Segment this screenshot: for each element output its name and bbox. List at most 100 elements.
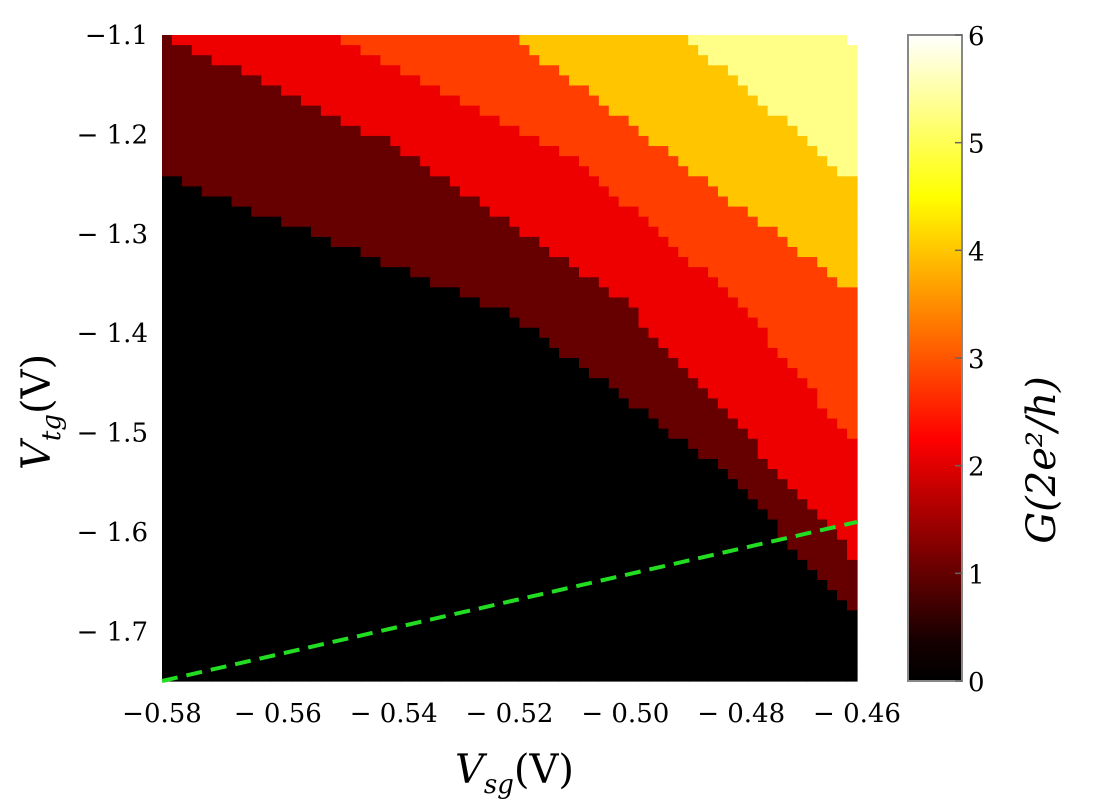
heatmap-cell — [380, 277, 391, 288]
heatmap-cell — [241, 65, 252, 76]
heatmap-cell — [479, 105, 491, 117]
heatmap-cell — [688, 610, 699, 622]
heatmap-cell — [668, 600, 679, 611]
heatmap-cell — [807, 146, 818, 157]
heatmap-cell — [688, 297, 699, 309]
heatmap-cell — [519, 479, 530, 490]
heatmap-cell — [529, 368, 540, 379]
heatmap-cell — [201, 590, 213, 601]
heatmap-cell — [588, 519, 600, 531]
heatmap-cell — [370, 55, 382, 66]
heatmap-cell — [549, 640, 560, 652]
heatmap-cell — [539, 176, 550, 187]
heatmap-cell — [469, 630, 481, 642]
heatmap-cell — [420, 135, 431, 147]
heatmap-cell — [201, 257, 213, 268]
heatmap-cell — [827, 378, 838, 389]
heatmap-cell — [291, 489, 302, 500]
heatmap-cell — [479, 267, 491, 278]
heatmap-cell — [191, 590, 203, 601]
heatmap-cell — [162, 327, 173, 339]
heatmap-cell — [529, 45, 540, 56]
heatmap-cell — [251, 317, 262, 329]
heatmap-cell — [489, 166, 501, 177]
heatmap-cell — [648, 297, 660, 309]
heatmap-cell — [668, 559, 679, 571]
heatmap-cell — [310, 186, 322, 198]
heatmap-cell — [330, 509, 342, 521]
heatmap-cell — [549, 146, 560, 157]
heatmap-cell — [390, 489, 401, 500]
heatmap-cell — [767, 610, 779, 622]
heatmap-cell — [211, 85, 223, 97]
heatmap-cell — [330, 75, 342, 87]
heatmap-cell — [370, 115, 382, 127]
heatmap-cell — [469, 479, 481, 490]
heatmap-cell — [529, 479, 540, 490]
heatmap-cell — [201, 398, 213, 410]
heatmap-cell — [757, 630, 769, 642]
heatmap-cell — [410, 216, 421, 228]
heatmap-cell — [608, 95, 620, 107]
heatmap-cell — [648, 95, 660, 107]
heatmap-cell — [231, 600, 243, 611]
heatmap-cell — [340, 115, 352, 127]
heatmap-cell — [747, 398, 759, 410]
heatmap-cell — [350, 499, 362, 510]
heatmap-cell — [330, 65, 342, 76]
heatmap-cell — [837, 640, 848, 652]
heatmap-cell — [440, 458, 451, 470]
heatmap-cell — [628, 246, 640, 258]
heatmap-cell — [539, 378, 550, 389]
heatmap-cell — [737, 428, 749, 440]
heatmap-cell — [181, 610, 193, 622]
heatmap-cell — [340, 499, 352, 510]
heatmap-cell — [430, 95, 441, 107]
heatmap-cell — [301, 458, 312, 470]
heatmap-cell — [420, 580, 431, 591]
heatmap-cell — [390, 438, 401, 450]
heatmap-cell — [350, 206, 362, 218]
heatmap-cell — [757, 35, 769, 46]
heatmap-cell — [171, 388, 183, 399]
heatmap-cell — [350, 75, 362, 87]
heatmap-cell — [320, 85, 332, 97]
heatmap-cell — [519, 620, 530, 632]
heatmap-cell — [469, 236, 481, 248]
heatmap-cell — [162, 600, 173, 611]
heatmap-cell — [787, 156, 799, 167]
heatmap-cell — [837, 650, 848, 662]
heatmap-cell — [608, 45, 620, 56]
heatmap-cell — [678, 317, 689, 329]
heatmap-cell — [618, 166, 630, 177]
heatmap-cell — [638, 267, 650, 278]
heatmap-cell — [777, 610, 789, 622]
heatmap-cell — [191, 337, 203, 349]
heatmap-cell — [162, 519, 173, 531]
heatmap-cell — [380, 216, 391, 228]
heatmap-cell — [241, 509, 252, 521]
heatmap-cell — [380, 45, 391, 56]
heatmap-cell — [569, 549, 580, 561]
heatmap-cell — [221, 307, 233, 319]
heatmap-cell — [171, 428, 183, 440]
heatmap-cell — [737, 246, 749, 258]
heatmap-cell — [797, 297, 808, 309]
heatmap-cell — [162, 569, 173, 581]
heatmap-cell — [479, 135, 491, 147]
heatmap-cell — [519, 236, 530, 248]
heatmap-cell — [718, 125, 729, 137]
heatmap-cell — [618, 499, 630, 510]
heatmap-cell — [440, 428, 451, 440]
heatmap-cell — [727, 408, 739, 420]
heatmap-cell — [777, 539, 789, 551]
heatmap-cell — [479, 65, 491, 76]
heatmap-cell — [668, 257, 679, 268]
heatmap-cell — [420, 35, 431, 46]
heatmap-cell — [281, 156, 292, 167]
heatmap-cell — [807, 257, 818, 268]
heatmap-cell — [181, 105, 193, 117]
heatmap-cell — [608, 408, 620, 420]
heatmap-cell — [181, 327, 193, 339]
heatmap-cell — [499, 337, 511, 349]
